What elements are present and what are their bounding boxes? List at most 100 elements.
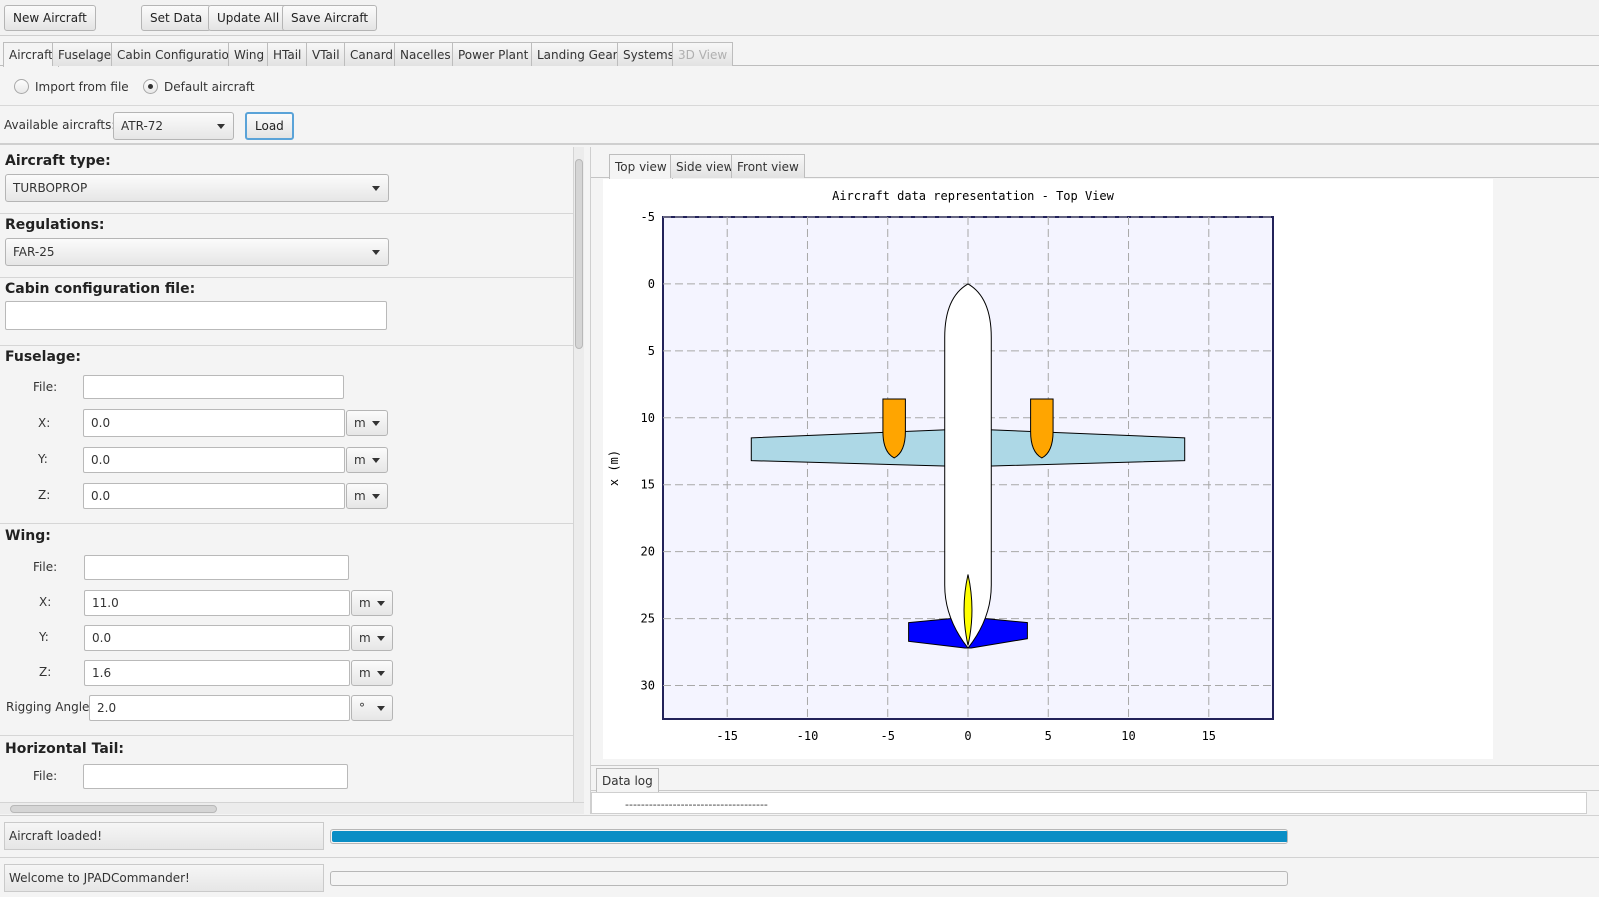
aircraft-type-select[interactable]: TURBOPROP xyxy=(5,174,389,202)
new-aircraft-button[interactable]: New Aircraft xyxy=(4,5,96,31)
fuselage-x-input[interactable]: 0.0 xyxy=(83,409,345,437)
aircraft-form-panel: Aircraft type: TURBOPROP Regulations: FA… xyxy=(0,147,584,805)
unit-value: m xyxy=(359,596,371,610)
save-aircraft-button[interactable]: Save Aircraft xyxy=(282,5,378,31)
wing-y-input[interactable]: 0.0 xyxy=(84,625,350,651)
x-tick-label: 15 xyxy=(1202,729,1216,743)
htail-title: Horizontal Tail: xyxy=(5,741,124,757)
wing-y-unit-select[interactable]: m xyxy=(351,625,393,651)
y-tick-label: 30 xyxy=(641,679,655,693)
y-axis-label: x (m) xyxy=(607,450,621,486)
wing-z-label: Z: xyxy=(39,665,52,679)
import-from-file-radio[interactable]: Import from file xyxy=(14,79,129,94)
y-tick-label: 0 xyxy=(648,277,655,291)
wing-x-unit-select[interactable]: m xyxy=(351,590,393,616)
scrollbar-thumb[interactable] xyxy=(575,159,583,349)
rigging-angle-label: Rigging Angle: xyxy=(6,700,94,714)
chevron-down-icon xyxy=(372,250,380,255)
wing-title: Wing: xyxy=(5,528,51,544)
load-button[interactable]: Load xyxy=(245,112,294,140)
tab-data-log[interactable]: Data log xyxy=(596,768,659,792)
tab-nacelles[interactable]: Nacelles xyxy=(394,42,457,66)
default-aircraft-radio[interactable]: Default aircraft xyxy=(143,79,255,94)
tab-landing-gears[interactable]: Landing Gears xyxy=(531,42,630,66)
wing-file-input[interactable] xyxy=(84,555,349,580)
main-tabbar: Aircraft Fuselage Cabin Configuration Wi… xyxy=(0,41,1599,67)
tab-htail[interactable]: HTail xyxy=(267,42,308,66)
tab-vtail[interactable]: VTail xyxy=(306,42,346,66)
x-tick-label: 5 xyxy=(1045,729,1052,743)
fuselage-file-input[interactable] xyxy=(83,375,344,399)
tab-top-view[interactable]: Top view xyxy=(609,154,673,179)
tab-aircraft[interactable]: Aircraft xyxy=(3,42,59,67)
update-all-button[interactable]: Update All xyxy=(208,5,289,31)
status-message-2: Welcome to JPADCommander! xyxy=(4,864,324,892)
unit-value: m xyxy=(354,489,366,503)
unit-value: m xyxy=(359,631,371,645)
wing-x-input[interactable]: 11.0 xyxy=(84,590,350,616)
x-tick-label: -5 xyxy=(881,729,895,743)
fuselage-z-input[interactable]: 0.0 xyxy=(83,483,345,509)
x-tick-label: 10 xyxy=(1121,729,1135,743)
nacelle-shape xyxy=(882,398,906,459)
wing-y-label: Y: xyxy=(39,630,49,644)
x-tick-label: -15 xyxy=(716,729,738,743)
form-horizontal-scrollbar[interactable] xyxy=(0,802,584,814)
fuselage-y-unit-select[interactable]: m xyxy=(346,447,388,473)
wing-z-input[interactable]: 1.6 xyxy=(84,660,350,686)
tab-front-view[interactable]: Front view xyxy=(731,154,805,178)
set-data-button[interactable]: Set Data xyxy=(141,5,212,31)
tab-wing[interactable]: Wing xyxy=(228,42,271,66)
wing-z-unit-select[interactable]: m xyxy=(351,660,393,686)
status-row-2: Welcome to JPADCommander! xyxy=(0,857,1599,897)
nacelle-shape xyxy=(1030,398,1054,459)
chevron-down-icon xyxy=(377,636,385,641)
tab-canard[interactable]: Canard xyxy=(344,42,400,66)
aircraft-type-title: Aircraft type: xyxy=(5,153,111,169)
tab-fuselage[interactable]: Fuselage xyxy=(52,42,118,66)
x-tick-label: 0 xyxy=(964,729,971,743)
chevron-down-icon xyxy=(377,601,385,606)
status-row-1: Aircraft loaded! xyxy=(0,815,1599,855)
unit-value: m xyxy=(354,453,366,467)
available-aircrafts-select[interactable]: ATR-72 xyxy=(113,112,234,140)
chevron-down-icon xyxy=(372,421,380,426)
fuselage-x-label: X: xyxy=(38,416,51,430)
fuselage-y-input[interactable]: 0.0 xyxy=(83,447,345,473)
fuselage-x-unit-select[interactable]: m xyxy=(346,410,388,436)
fuselage-z-unit-select[interactable]: m xyxy=(346,483,388,509)
regulations-select[interactable]: FAR-25 xyxy=(5,238,389,266)
y-tick-label: 20 xyxy=(641,545,655,559)
fuselage-title: Fuselage: xyxy=(5,349,82,365)
fuselage-file-label: File: xyxy=(33,380,58,394)
y-tick-label: 25 xyxy=(641,612,655,626)
tab-power-plant[interactable]: Power Plant xyxy=(452,42,535,66)
chart-title: Aircraft data representation - Top View xyxy=(832,189,1115,203)
regulations-value: FAR-25 xyxy=(13,245,55,259)
datalog-text: ------------------------------------ xyxy=(625,798,768,811)
rigging-angle-input[interactable]: 2.0 xyxy=(89,695,350,721)
tab-3d-view[interactable]: 3D View xyxy=(672,42,734,66)
rigging-angle-unit-select[interactable]: ° xyxy=(351,695,393,721)
available-aircrafts-row: Available aircrafts: ATR-72 Load xyxy=(0,107,1599,145)
aircraft-type-value: TURBOPROP xyxy=(13,181,88,195)
divider xyxy=(0,345,573,346)
scrollbar-thumb[interactable] xyxy=(10,805,217,813)
import-from-file-label: Import from file xyxy=(35,79,129,94)
cabin-file-input[interactable] xyxy=(5,301,387,330)
htail-file-input[interactable] xyxy=(83,764,348,789)
progress-bar-2 xyxy=(330,871,1288,886)
tab-systems[interactable]: Systems xyxy=(617,42,680,66)
fuselage-y-label: Y: xyxy=(38,452,48,466)
datalog-output[interactable]: ------------------------------------ xyxy=(591,792,1587,814)
chevron-down-icon xyxy=(372,458,380,463)
tab-side-view[interactable]: Side view xyxy=(670,154,740,178)
unit-value: m xyxy=(354,416,366,430)
tick-labels: -15 -10 -5 0 5 10 15 -5 0 5 10 15 20 25 30 xyxy=(641,210,1216,743)
divider xyxy=(0,277,573,278)
tab-cabin-configuration[interactable]: Cabin Configuration xyxy=(111,42,243,66)
fuselage-shape xyxy=(944,283,992,649)
regulations-title: Regulations: xyxy=(5,217,105,233)
form-vertical-scrollbar[interactable] xyxy=(573,147,584,802)
available-aircrafts-label: Available aircrafts: xyxy=(4,118,116,132)
